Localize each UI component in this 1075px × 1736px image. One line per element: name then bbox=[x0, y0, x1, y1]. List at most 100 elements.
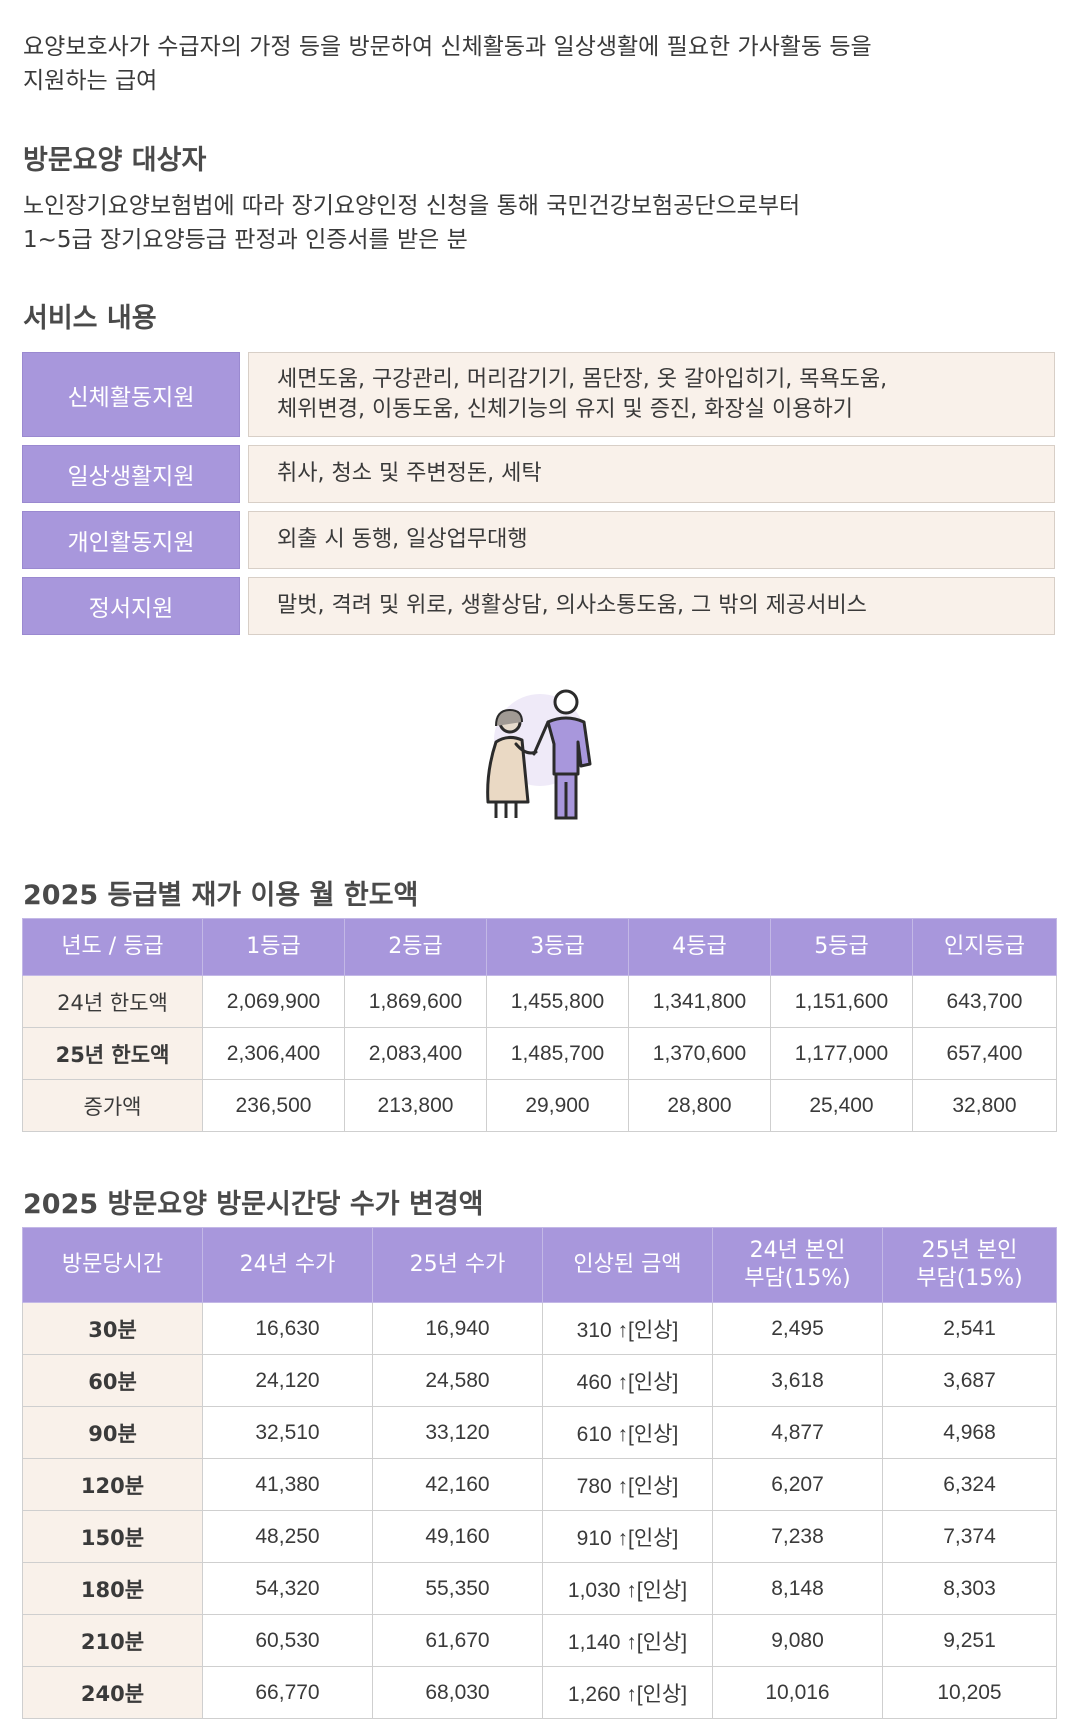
table-cell: 55,350 bbox=[372, 1562, 543, 1615]
table-cell: 4,968 bbox=[882, 1406, 1057, 1459]
fee-table-heading: 2025 방문요양 방문시간당 수가 변경액 bbox=[23, 1189, 484, 1220]
service-row-body: 신체활동지원 세면도움, 구강관리, 머리감기기, 몸단장, 옷 갈아입히기, … bbox=[22, 352, 1055, 437]
table-cell: 460 ↑[인상] bbox=[542, 1354, 713, 1407]
row-label: 30분 bbox=[22, 1302, 203, 1355]
table-cell: 1,869,600 bbox=[344, 975, 487, 1028]
table-cell: 25,400 bbox=[770, 1079, 913, 1132]
table-cell: 213,800 bbox=[344, 1079, 487, 1132]
intro-line-2: 지원하는 급여 bbox=[23, 68, 158, 94]
service-row-daily: 일상생활지원 취사, 청소 및 주변정돈, 세탁 bbox=[22, 445, 1055, 503]
row-label: 180분 bbox=[22, 1562, 203, 1615]
table-row: 30분 16,630 16,940 310 ↑[인상] 2,495 2,541 bbox=[22, 1302, 1057, 1355]
table-row: 210분 60,530 61,670 1,140 ↑[인상] 9,080 9,2… bbox=[22, 1614, 1057, 1667]
table-cell: 657,400 bbox=[912, 1027, 1057, 1080]
table-cell: 32,510 bbox=[202, 1406, 373, 1459]
service-description-line: 취사, 청소 및 주변정돈, 세탁 bbox=[277, 461, 542, 486]
table-row: 25년 한도액 2,306,400 2,083,400 1,485,700 1,… bbox=[22, 1027, 1057, 1080]
table-cell: 28,800 bbox=[628, 1079, 771, 1132]
table-cell: 49,160 bbox=[372, 1510, 543, 1563]
table-cell: 1,260 ↑[인상] bbox=[542, 1666, 713, 1719]
table-cell: 910 ↑[인상] bbox=[542, 1510, 713, 1563]
table-cell: 1,030 ↑[인상] bbox=[542, 1562, 713, 1615]
target-line-2: 1~5급 장기요양등급 판정과 인증서를 받은 분 bbox=[23, 227, 468, 253]
row-label: 25년 한도액 bbox=[22, 1027, 203, 1080]
table-cell: 6,324 bbox=[882, 1458, 1057, 1511]
table-cell: 10,205 bbox=[882, 1666, 1057, 1719]
services-list: 신체활동지원 세면도움, 구강관리, 머리감기기, 몸단장, 옷 갈아입히기, … bbox=[22, 352, 1055, 643]
service-description: 세면도움, 구강관리, 머리감기기, 몸단장, 옷 갈아입히기, 목욕도움, 체… bbox=[248, 352, 1055, 437]
table-cell: 7,238 bbox=[712, 1510, 883, 1563]
row-label: 150분 bbox=[22, 1510, 203, 1563]
limit-table: 년도 / 등급 1등급 2등급 3등급 4등급 5등급 인지등급 24년 한도액… bbox=[22, 918, 1057, 1132]
row-label: 60분 bbox=[22, 1354, 203, 1407]
column-header: 24년 본인 부담(15%) bbox=[712, 1227, 883, 1303]
service-description-line: 말벗, 격려 및 위로, 생활상담, 의사소통도움, 그 밖의 제공서비스 bbox=[277, 593, 867, 618]
column-header: 3등급 bbox=[486, 918, 629, 976]
table-cell: 1,485,700 bbox=[486, 1027, 629, 1080]
table-cell: 60,530 bbox=[202, 1614, 373, 1667]
table-header-row: 방문당시간 24년 수가 25년 수가 인상된 금액 24년 본인 부담(15%… bbox=[22, 1227, 1057, 1303]
column-header: 인지등급 bbox=[912, 918, 1057, 976]
service-label: 일상생활지원 bbox=[22, 445, 240, 503]
table-header-row: 년도 / 등급 1등급 2등급 3등급 4등급 5등급 인지등급 bbox=[22, 918, 1057, 976]
table-cell: 24,580 bbox=[372, 1354, 543, 1407]
table-cell: 310 ↑[인상] bbox=[542, 1302, 713, 1355]
caregiver-elderly-illustration-icon bbox=[486, 689, 592, 820]
table-cell: 1,341,800 bbox=[628, 975, 771, 1028]
table-cell: 3,687 bbox=[882, 1354, 1057, 1407]
table-cell: 16,940 bbox=[372, 1302, 543, 1355]
table-cell: 8,148 bbox=[712, 1562, 883, 1615]
table-cell: 42,160 bbox=[372, 1458, 543, 1511]
service-label: 정서지원 bbox=[22, 577, 240, 635]
column-header: 2등급 bbox=[344, 918, 487, 976]
row-label: 90분 bbox=[22, 1406, 203, 1459]
table-cell: 1,455,800 bbox=[486, 975, 629, 1028]
table-cell: 7,374 bbox=[882, 1510, 1057, 1563]
column-header: 인상된 금액 bbox=[542, 1227, 713, 1303]
table-row: 120분 41,380 42,160 780 ↑[인상] 6,207 6,324 bbox=[22, 1458, 1057, 1511]
column-header: 1등급 bbox=[202, 918, 345, 976]
service-row-emotional: 정서지원 말벗, 격려 및 위로, 생활상담, 의사소통도움, 그 밖의 제공서… bbox=[22, 577, 1055, 635]
service-description: 말벗, 격려 및 위로, 생활상담, 의사소통도움, 그 밖의 제공서비스 bbox=[248, 577, 1055, 635]
target-text: 노인장기요양보험법에 따라 장기요양인정 신청을 통해 국민건강보험공단으로부터… bbox=[23, 189, 1023, 257]
service-description-line: 체위변경, 이동도움, 신체기능의 유지 및 증진, 화장실 이용하기 bbox=[277, 396, 853, 422]
intro-text: 요양보호사가 수급자의 가정 등을 방문하여 신체활동과 일상생활에 필요한 가… bbox=[23, 30, 1023, 98]
fee-table: 방문당시간 24년 수가 25년 수가 인상된 금액 24년 본인 부담(15%… bbox=[22, 1227, 1057, 1719]
table-cell: 68,030 bbox=[372, 1666, 543, 1719]
table-cell: 4,877 bbox=[712, 1406, 883, 1459]
table-cell: 10,016 bbox=[712, 1666, 883, 1719]
table-cell: 32,800 bbox=[912, 1079, 1057, 1132]
table-cell: 9,251 bbox=[882, 1614, 1057, 1667]
table-row: 90분 32,510 33,120 610 ↑[인상] 4,877 4,968 bbox=[22, 1406, 1057, 1459]
row-label: 210분 bbox=[22, 1614, 203, 1667]
table-row: 24년 한도액 2,069,900 1,869,600 1,455,800 1,… bbox=[22, 975, 1057, 1028]
table-row: 240분 66,770 68,030 1,260 ↑[인상] 10,016 10… bbox=[22, 1666, 1057, 1719]
table-cell: 2,069,900 bbox=[202, 975, 345, 1028]
column-header: 25년 본인 부담(15%) bbox=[882, 1227, 1057, 1303]
table-cell: 1,370,600 bbox=[628, 1027, 771, 1080]
table-cell: 16,630 bbox=[202, 1302, 373, 1355]
table-cell: 54,320 bbox=[202, 1562, 373, 1615]
service-description-line: 외출 시 동행, 일상업무대행 bbox=[277, 527, 528, 552]
service-description: 취사, 청소 및 주변정돈, 세탁 bbox=[248, 445, 1055, 503]
table-cell: 236,500 bbox=[202, 1079, 345, 1132]
table-row: 180분 54,320 55,350 1,030 ↑[인상] 8,148 8,3… bbox=[22, 1562, 1057, 1615]
table-cell: 61,670 bbox=[372, 1614, 543, 1667]
table-cell: 780 ↑[인상] bbox=[542, 1458, 713, 1511]
row-label: 증가액 bbox=[22, 1079, 203, 1132]
service-description-line: 세면도움, 구강관리, 머리감기기, 몸단장, 옷 갈아입히기, 목욕도움, bbox=[277, 366, 888, 392]
table-cell: 2,495 bbox=[712, 1302, 883, 1355]
column-header: 25년 수가 bbox=[372, 1227, 543, 1303]
table-cell: 6,207 bbox=[712, 1458, 883, 1511]
service-label: 개인활동지원 bbox=[22, 511, 240, 569]
table-cell: 2,541 bbox=[882, 1302, 1057, 1355]
service-description: 외출 시 동행, 일상업무대행 bbox=[248, 511, 1055, 569]
column-header: 4등급 bbox=[628, 918, 771, 976]
fee-table-body: 30분 16,630 16,940 310 ↑[인상] 2,495 2,541 … bbox=[22, 1302, 1057, 1719]
target-line-1: 노인장기요양보험법에 따라 장기요양인정 신청을 통해 국민건강보험공단으로부터 bbox=[23, 193, 801, 219]
table-cell: 8,303 bbox=[882, 1562, 1057, 1615]
column-header: 24년 수가 bbox=[202, 1227, 373, 1303]
table-cell: 1,140 ↑[인상] bbox=[542, 1614, 713, 1667]
column-header: 년도 / 등급 bbox=[22, 918, 203, 976]
